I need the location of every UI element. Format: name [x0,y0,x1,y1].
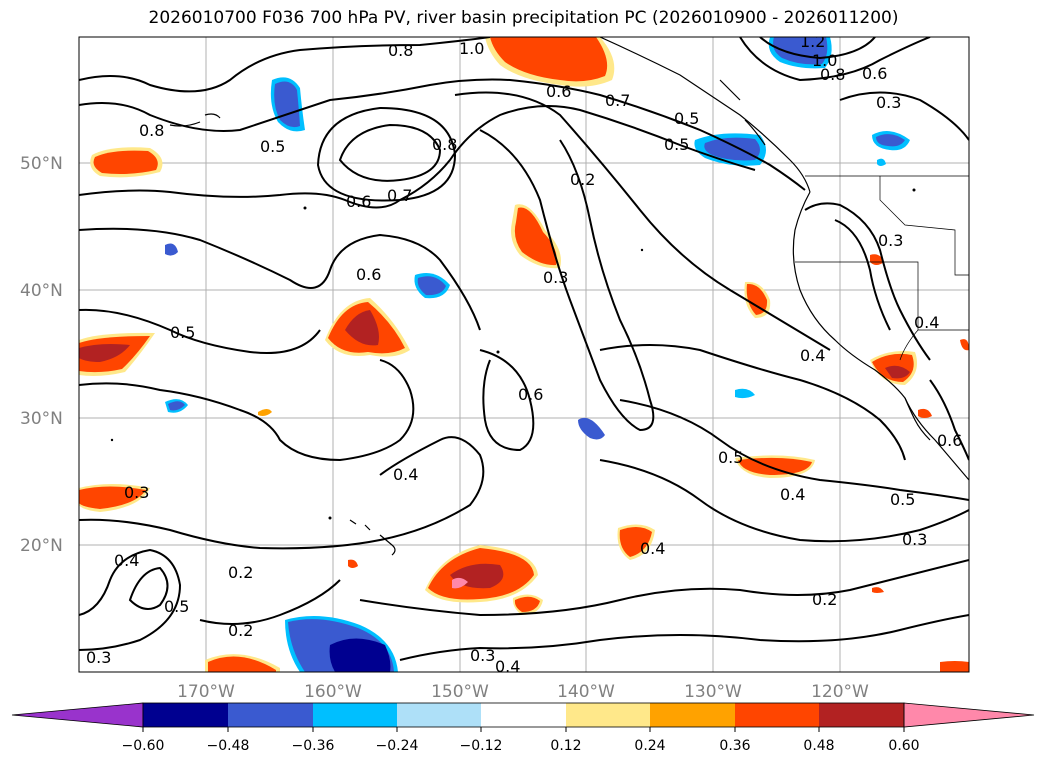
contour-label: 0.4 [914,313,939,332]
lon-label: 150°W [431,682,489,702]
lon-label: 170°W [177,682,235,702]
contour-label: 0.6 [546,82,571,101]
contour-label: 0.8 [820,65,845,84]
lat-label: 30°N [20,409,63,429]
lat-label: 40°N [20,281,63,301]
pv-contours [79,37,969,661]
colorbar-tick-label: 0.12 [550,738,581,754]
contour-label: 0.7 [387,186,412,205]
contour-label: 0.6 [346,192,371,211]
contour-label: 0.4 [640,539,665,558]
contour-label: 1.2 [800,32,825,51]
contour-label: 0.3 [876,93,901,112]
contour-label: 0.5 [890,490,915,509]
colorbar-tick-label: −0.12 [460,738,503,754]
precip-negative-shading [165,37,910,672]
lon-label: 120°W [811,682,869,702]
colorbar-tick-label: −0.60 [122,738,165,754]
map-panel: 0.8 1.0 0.6 0.7 0.5 1.2 1.0 0.8 0.6 0.3 … [79,32,969,676]
lat-label: 20°N [20,536,63,556]
contour-label: 0.3 [902,530,927,549]
colorbar-tick-label: 0.48 [803,738,834,754]
contour-label: 0.5 [260,137,285,156]
contour-label: 0.3 [86,648,111,667]
coastlines [169,37,969,556]
colorbar-swatch [143,703,228,727]
figure-title: 2026010700 F036 700 hPa PV, river basin … [148,8,899,28]
contour-label: 0.3 [878,231,903,250]
lon-label: 130°W [684,682,742,702]
contour-label: 0.5 [674,109,699,128]
colorbar-tick-label: −0.48 [207,738,250,754]
colorbar-over-arrow [903,702,1035,728]
contour-label: 0.5 [164,597,189,616]
islands [110,188,916,520]
contour-label: 0.7 [605,91,630,110]
contour-label: 0.6 [518,385,543,404]
lon-label: 160°W [304,682,362,702]
contour-label: 0.3 [543,268,568,287]
contour-label: 0.4 [800,346,825,365]
longitude-labels: 170°W 160°W 150°W 140°W 130°W 120°W [177,682,869,702]
borders [795,175,969,361]
colorbar-tick-label: 0.36 [719,738,750,754]
colorbar-swatch [397,703,481,727]
contour-label: 0.2 [228,621,253,640]
colorbar-swatch [566,703,650,727]
contour-label: 0.4 [393,465,418,484]
contour-label: 0.4 [114,551,139,570]
contour-label: 0.2 [570,170,595,189]
contour-label: 0.5 [664,135,689,154]
latitude-labels: 50°N 40°N 30°N 20°N [20,154,63,556]
colorbar-swatch [735,703,819,727]
contour-label: 0.6 [862,64,887,83]
contour-label: 0.3 [470,646,495,665]
colorbar-swatch [313,703,397,727]
colorbar-under-arrow [11,702,144,728]
colorbar-tick-label: −0.36 [292,738,335,754]
lon-label: 140°W [557,682,615,702]
colorbar-swatch [650,703,735,727]
contour-labels: 0.8 1.0 0.6 0.7 0.5 1.2 1.0 0.8 0.6 0.3 … [86,32,962,676]
lat-label: 50°N [20,154,63,174]
colorbar-swatch [228,703,313,727]
contour-label: 0.6 [356,265,381,284]
contour-label: 1.0 [812,51,837,70]
colorbar-swatch [819,703,904,727]
contour-label: 0.8 [432,135,457,154]
contour-label: 0.8 [139,121,164,140]
contour-label: 0.3 [124,483,149,502]
contour-label: 0.2 [812,590,837,609]
map-frame [78,36,970,673]
contour-label: 0.5 [718,448,743,467]
colorbar-swatch [481,703,566,727]
precip-positive-shading [79,37,969,672]
colorbar-tick-label: 0.24 [634,738,665,754]
contour-label: 0.5 [170,323,195,342]
contour-label: 0.6 [937,431,962,450]
contour-label: 0.8 [388,41,413,60]
contour-label: 0.4 [495,657,520,676]
colorbar-tick-label: −0.24 [376,738,419,754]
contour-label: 0.4 [780,485,805,504]
contour-label: 0.2 [228,563,253,582]
colorbar-tick-label: 0.60 [888,738,919,754]
contour-label: 1.0 [459,39,484,58]
colorbar: −0.60 −0.48 −0.36 −0.24 −0.12 0.12 0.24 … [11,702,1035,754]
